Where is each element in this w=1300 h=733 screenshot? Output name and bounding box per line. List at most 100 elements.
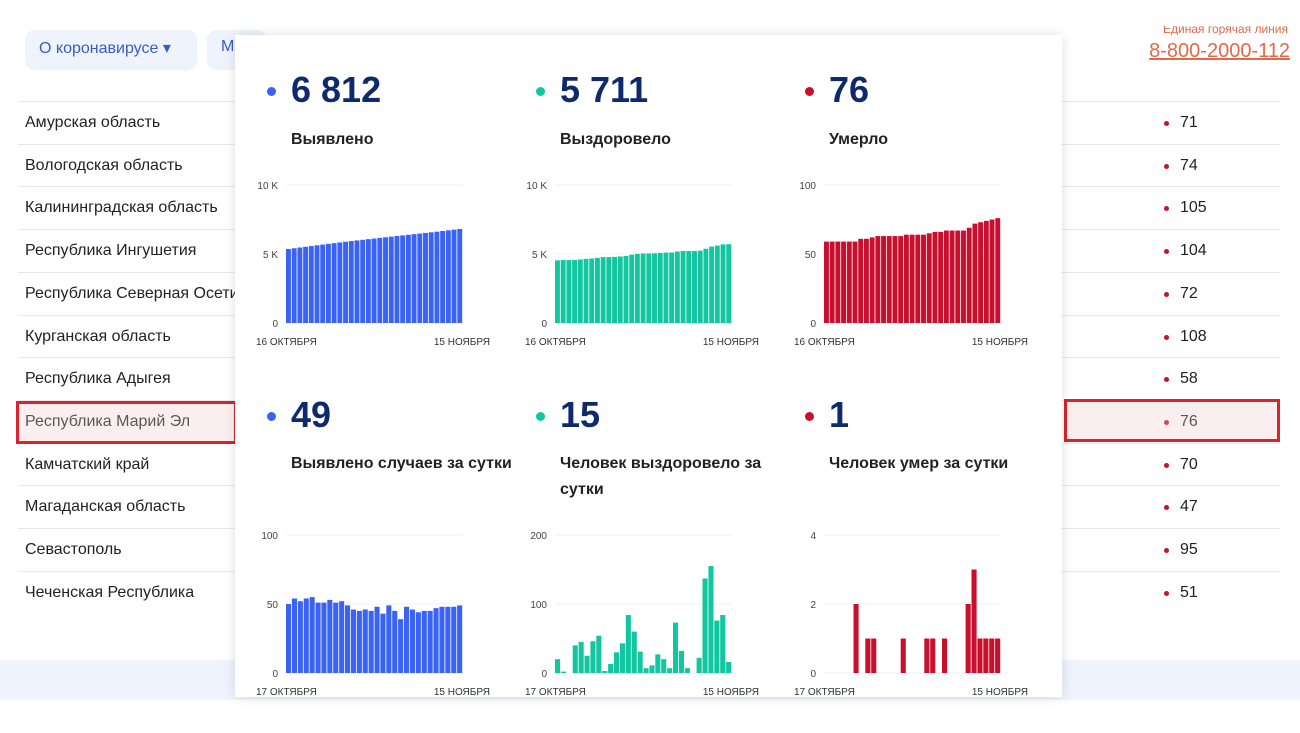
- bar[interactable]: [943, 230, 949, 323]
- bar[interactable]: [439, 606, 445, 673]
- bar[interactable]: [703, 248, 709, 323]
- bar[interactable]: [394, 235, 400, 323]
- bar[interactable]: [921, 234, 926, 323]
- bar[interactable]: [898, 236, 904, 323]
- bar[interactable]: [619, 643, 625, 673]
- hotline-phone[interactable]: 8-800-2000-112: [1149, 40, 1290, 62]
- bar[interactable]: [314, 245, 320, 323]
- bar[interactable]: [646, 253, 652, 323]
- bar[interactable]: [555, 659, 561, 673]
- bar[interactable]: [421, 610, 427, 673]
- bar[interactable]: [995, 218, 1001, 323]
- bar[interactable]: [415, 612, 421, 673]
- bar[interactable]: [331, 243, 337, 323]
- bar[interactable]: [291, 598, 297, 673]
- bar[interactable]: [875, 236, 881, 323]
- bar[interactable]: [634, 253, 640, 323]
- bar[interactable]: [440, 230, 446, 323]
- bar[interactable]: [417, 233, 423, 323]
- bar[interactable]: [297, 247, 303, 323]
- bar[interactable]: [404, 606, 410, 673]
- bar[interactable]: [578, 641, 584, 673]
- bar[interactable]: [983, 220, 989, 323]
- bar[interactable]: [720, 615, 726, 673]
- bar[interactable]: [400, 235, 406, 323]
- bar[interactable]: [983, 638, 989, 674]
- bar[interactable]: [989, 638, 995, 674]
- bar[interactable]: [325, 243, 331, 323]
- bar[interactable]: [657, 252, 663, 323]
- bar[interactable]: [386, 605, 392, 673]
- bar[interactable]: [863, 238, 869, 323]
- bar[interactable]: [978, 222, 984, 323]
- bar[interactable]: [846, 241, 852, 323]
- bar[interactable]: [995, 638, 1001, 674]
- bar[interactable]: [824, 241, 829, 323]
- bar[interactable]: [661, 659, 667, 673]
- bar[interactable]: [457, 228, 463, 323]
- bar[interactable]: [606, 257, 612, 323]
- bar[interactable]: [566, 260, 572, 323]
- bar[interactable]: [371, 238, 377, 323]
- bar[interactable]: [590, 641, 596, 673]
- bar[interactable]: [892, 236, 898, 323]
- bar[interactable]: [445, 606, 451, 673]
- bar[interactable]: [589, 258, 595, 323]
- bar[interactable]: [380, 613, 386, 673]
- bar[interactable]: [678, 650, 684, 673]
- bar[interactable]: [584, 655, 590, 673]
- bar[interactable]: [649, 665, 655, 673]
- bar[interactable]: [965, 604, 971, 673]
- bar[interactable]: [684, 668, 690, 673]
- bar[interactable]: [865, 638, 871, 674]
- bar[interactable]: [572, 260, 578, 323]
- bar[interactable]: [835, 241, 841, 323]
- bar[interactable]: [433, 608, 439, 673]
- bar[interactable]: [451, 606, 457, 673]
- bar[interactable]: [356, 610, 362, 673]
- bar[interactable]: [308, 246, 314, 323]
- bar[interactable]: [726, 661, 732, 673]
- bar[interactable]: [903, 234, 909, 323]
- bar[interactable]: [869, 237, 875, 323]
- bar[interactable]: [886, 236, 892, 323]
- bar[interactable]: [881, 236, 887, 323]
- bar[interactable]: [942, 638, 948, 674]
- bar[interactable]: [617, 256, 623, 323]
- bar[interactable]: [374, 606, 380, 673]
- bar[interactable]: [915, 234, 921, 323]
- bar[interactable]: [411, 234, 417, 323]
- bar[interactable]: [286, 248, 291, 323]
- bar[interactable]: [926, 233, 932, 323]
- bar[interactable]: [362, 609, 368, 673]
- bar[interactable]: [583, 258, 589, 323]
- bar[interactable]: [368, 610, 374, 673]
- bar[interactable]: [932, 231, 938, 323]
- nav-about-covid[interactable]: О коронавирусе ▾: [25, 30, 197, 70]
- bar[interactable]: [938, 231, 944, 323]
- bar[interactable]: [354, 240, 360, 323]
- bar[interactable]: [377, 237, 383, 323]
- bar[interactable]: [434, 231, 440, 323]
- bar[interactable]: [383, 237, 388, 323]
- bar[interactable]: [577, 259, 583, 323]
- bar[interactable]: [405, 234, 411, 323]
- bar[interactable]: [625, 615, 631, 673]
- bar[interactable]: [696, 657, 702, 673]
- bar[interactable]: [909, 234, 915, 323]
- bar[interactable]: [321, 602, 327, 673]
- bar[interactable]: [614, 652, 620, 673]
- bar[interactable]: [560, 671, 566, 673]
- bar[interactable]: [350, 609, 356, 673]
- bar[interactable]: [669, 252, 675, 323]
- bar[interactable]: [345, 605, 351, 673]
- bar[interactable]: [655, 654, 661, 673]
- bar[interactable]: [708, 566, 714, 673]
- bar[interactable]: [674, 251, 680, 323]
- bar[interactable]: [333, 602, 339, 673]
- bar[interactable]: [697, 250, 703, 323]
- bar[interactable]: [971, 569, 977, 674]
- bar[interactable]: [327, 599, 333, 673]
- bar[interactable]: [600, 257, 606, 323]
- bar[interactable]: [555, 260, 560, 323]
